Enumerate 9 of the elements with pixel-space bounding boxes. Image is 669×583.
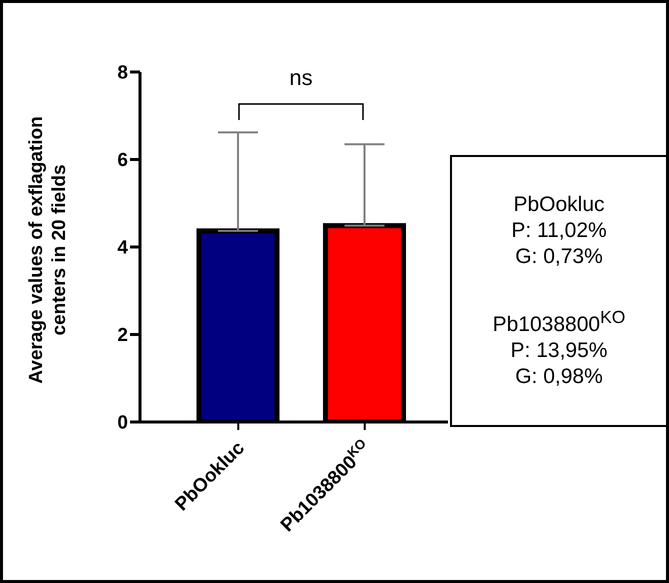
y-tick-label: 2 bbox=[117, 325, 128, 346]
y-tick-label: 6 bbox=[117, 150, 128, 172]
y-tick-label: 8 bbox=[117, 62, 128, 84]
annotation: ns bbox=[288, 65, 314, 91]
text: PbOokluc P: 11,02% G: 0,73% bbox=[510, 192, 608, 270]
text: Pb1038800$^{KO}$ P: 13,95% G: 0,98% bbox=[492, 306, 626, 390]
y-tick-label: 0 bbox=[117, 412, 128, 434]
y-axis-title: Average values of exflagation centers in 20 fields bbox=[25, 115, 71, 386]
y-tick-label: 4 bbox=[117, 238, 128, 259]
